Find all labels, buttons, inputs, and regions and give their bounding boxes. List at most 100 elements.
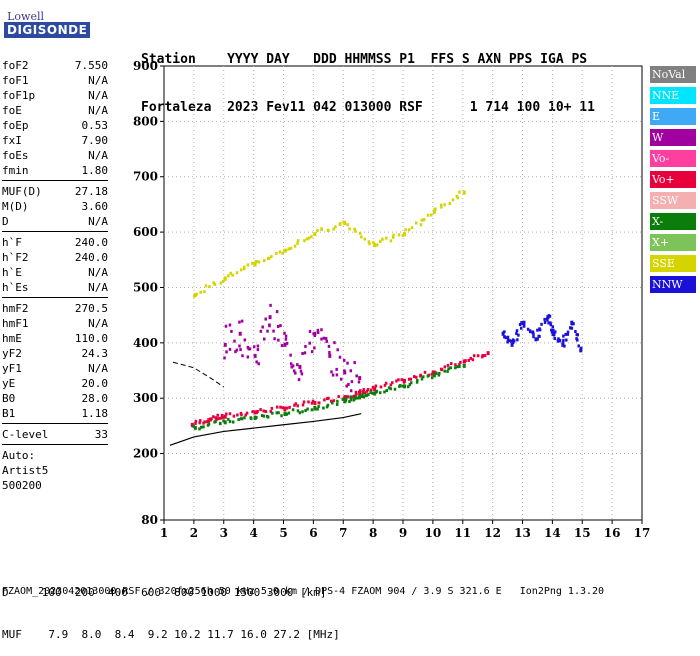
param-value: 33 [94, 428, 108, 441]
data-point [415, 380, 419, 384]
data-point [362, 395, 365, 399]
data-point [277, 411, 280, 415]
data-point [230, 329, 233, 333]
data-point [357, 380, 361, 384]
param-value: N/A [88, 266, 108, 279]
data-point [561, 342, 565, 347]
data-point [219, 422, 222, 426]
data-point [547, 321, 550, 325]
data-point [198, 419, 202, 423]
meta-line: 500200 [2, 479, 42, 492]
data-point [404, 228, 407, 232]
ionogram-chart: 1 2 3 4 5 6 7 8 9 10 11 12 13 14 15 16 17802003004005006… [133, 59, 650, 540]
data-point [506, 337, 510, 341]
data-point [422, 218, 426, 222]
param-value: N/A [88, 215, 108, 228]
legend-item: NoVal [650, 66, 696, 83]
data-point [375, 243, 379, 247]
data-point [311, 399, 315, 403]
data-point [566, 332, 570, 336]
param-name: h`F [2, 236, 22, 249]
data-point [373, 391, 377, 396]
data-point [322, 336, 326, 340]
data-point [354, 390, 358, 394]
data-point [192, 424, 195, 428]
data-point [325, 405, 329, 409]
data-point [389, 387, 392, 391]
data-point [259, 329, 263, 333]
data-point [378, 391, 382, 395]
data-point [253, 353, 257, 358]
data-point [355, 374, 358, 378]
data-point [454, 363, 457, 367]
data-point [531, 330, 535, 334]
param-value: 0.53 [81, 119, 109, 132]
data-point [385, 388, 389, 392]
data-point [328, 353, 332, 358]
data-point [353, 227, 356, 231]
data-point [296, 239, 300, 243]
data-point [222, 279, 225, 283]
dashed-curve [172, 361, 225, 388]
data-point [421, 375, 425, 379]
data-point [335, 402, 339, 406]
profile-curve [169, 413, 362, 446]
data-point [349, 398, 353, 402]
data-point [199, 290, 202, 294]
data-point [313, 346, 316, 350]
data-point [509, 339, 513, 343]
param-name: yF1 [2, 362, 22, 375]
data-point [337, 395, 340, 399]
param-name: B0 [2, 392, 16, 405]
data-point [277, 338, 280, 342]
data-point [400, 378, 404, 382]
param-row: fxI 7.90 [2, 133, 108, 148]
data-point [364, 394, 367, 398]
param-separator [2, 231, 108, 232]
data-point [216, 417, 220, 421]
data-point [194, 421, 197, 425]
param-name: foF1p [2, 89, 36, 102]
data-point [564, 332, 567, 336]
data-point [281, 251, 284, 255]
data-point [379, 385, 383, 389]
data-point [518, 323, 522, 327]
data-point [330, 370, 333, 374]
data-point [446, 363, 450, 367]
x-tick-label: 8 [369, 526, 377, 540]
param-value: N/A [88, 362, 108, 375]
data-point [296, 404, 299, 408]
data-point [430, 372, 434, 376]
param-row: yF2 24.3 [2, 346, 108, 361]
data-point [227, 417, 230, 421]
data-point [238, 344, 241, 348]
param-value: 27.18 [74, 185, 108, 198]
param-row: B0 28.0 [2, 391, 108, 406]
param-row: yE 20.0 [2, 376, 108, 391]
data-point [243, 338, 247, 342]
data-point [280, 344, 284, 348]
param-row: foEp 0.53 [2, 118, 108, 133]
data-point [579, 348, 583, 353]
data-point [284, 337, 288, 341]
data-point [374, 384, 378, 388]
y-tick-label: 400 [133, 336, 158, 350]
data-point [409, 377, 413, 381]
data-point [320, 227, 323, 231]
data-point [443, 203, 446, 207]
data-point [439, 203, 443, 207]
data-point [296, 363, 299, 367]
data-point [262, 414, 266, 418]
data-point [384, 381, 388, 385]
data-point [302, 400, 306, 404]
data-point [208, 285, 211, 289]
data-point [242, 267, 246, 271]
data-point [313, 331, 317, 336]
data-point [538, 334, 541, 338]
x-tick-label: 12 [484, 526, 501, 540]
data-point [207, 419, 211, 423]
data-point [266, 329, 269, 333]
data-point [570, 320, 574, 325]
data-point [216, 413, 219, 417]
data-point [419, 223, 423, 227]
